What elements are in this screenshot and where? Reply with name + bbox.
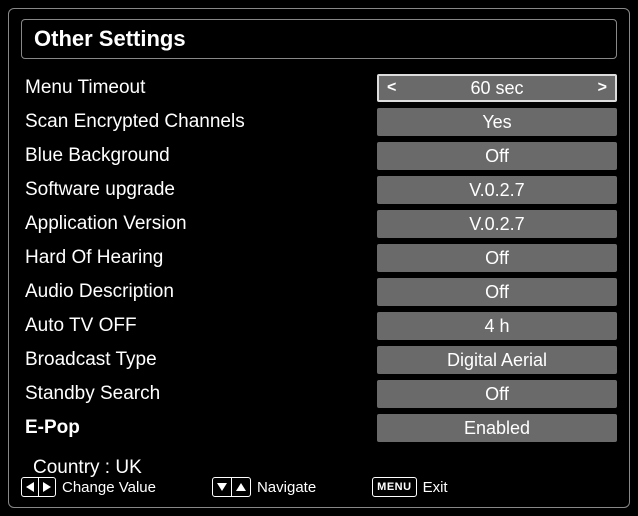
setting-label: Auto TV OFF [21, 315, 377, 337]
setting-row[interactable]: Menu Timeout <60 sec > [21, 73, 617, 103]
setting-label: Scan Encrypted Channels [21, 111, 377, 133]
setting-value-text: 60 sec [470, 78, 523, 99]
setting-row[interactable]: Broadcast Type Digital Aerial [21, 345, 617, 375]
hint-bar: Change Value Navigate MENU Exit [21, 477, 617, 497]
setting-value[interactable]: Yes [377, 108, 617, 136]
setting-value-text: Off [485, 384, 509, 405]
setting-value-text: 4 h [484, 316, 509, 337]
setting-label: Standby Search [21, 383, 377, 405]
title-box: Other Settings [21, 19, 617, 59]
setting-row[interactable]: E-Pop Enabled [21, 413, 617, 443]
setting-label: Blue Background [21, 145, 377, 167]
hint-navigate: Navigate [212, 477, 316, 497]
setting-value-text: Yes [482, 112, 511, 133]
chevron-left-icon[interactable]: < [387, 79, 396, 97]
setting-label: E-Pop [21, 417, 377, 439]
setting-value-text: Enabled [464, 418, 530, 439]
setting-value[interactable]: 4 h [377, 312, 617, 340]
chevron-right-icon[interactable]: > [598, 79, 607, 97]
hint-exit: MENU Exit [372, 477, 447, 497]
page-title: Other Settings [34, 26, 186, 51]
settings-panel: Other Settings Menu Timeout <60 sec > Scan … [8, 8, 630, 508]
setting-row[interactable]: Hard Of Hearing Off [21, 243, 617, 273]
setting-value[interactable]: Off [377, 278, 617, 306]
setting-row[interactable]: Auto TV OFF 4 h [21, 311, 617, 341]
setting-label: Broadcast Type [21, 349, 377, 371]
setting-label: Application Version [21, 213, 377, 235]
setting-row[interactable]: Application Version V.0.2.7 [21, 209, 617, 239]
setting-row[interactable]: Software upgrade V.0.2.7 [21, 175, 617, 205]
left-right-key-icon [21, 477, 56, 497]
setting-value[interactable]: Off [377, 380, 617, 408]
hint-change-value: Change Value [21, 477, 156, 497]
menu-key-icon: MENU [372, 477, 416, 497]
setting-value[interactable]: Digital Aerial [377, 346, 617, 374]
setting-value[interactable]: V.0.2.7 [377, 210, 617, 238]
setting-value[interactable]: Enabled [377, 414, 617, 442]
hint-exit-label: Exit [423, 479, 448, 496]
hint-change-label: Change Value [62, 479, 156, 496]
down-up-key-icon [212, 477, 251, 497]
setting-row[interactable]: Blue Background Off [21, 141, 617, 171]
setting-label: Hard Of Hearing [21, 247, 377, 269]
setting-value-text: Digital Aerial [447, 350, 547, 371]
setting-label: Menu Timeout [21, 77, 377, 99]
setting-value[interactable]: Off [377, 142, 617, 170]
setting-value-text: Off [485, 146, 509, 167]
setting-label: Audio Description [21, 281, 377, 303]
setting-value-text: V.0.2.7 [469, 214, 524, 235]
setting-row[interactable]: Standby Search Off [21, 379, 617, 409]
setting-value[interactable]: Off [377, 244, 617, 272]
setting-value[interactable]: <60 sec > [377, 74, 617, 102]
setting-row[interactable]: Scan Encrypted Channels Yes [21, 107, 617, 137]
settings-rows: Menu Timeout <60 sec > Scan Encrypted Chann… [21, 73, 617, 443]
setting-row[interactable]: Audio Description Off [21, 277, 617, 307]
setting-value[interactable]: V.0.2.7 [377, 176, 617, 204]
setting-value-text: V.0.2.7 [469, 180, 524, 201]
setting-label: Software upgrade [21, 179, 377, 201]
setting-value-text: Off [485, 282, 509, 303]
hint-navigate-label: Navigate [257, 479, 316, 496]
setting-value-text: Off [485, 248, 509, 269]
